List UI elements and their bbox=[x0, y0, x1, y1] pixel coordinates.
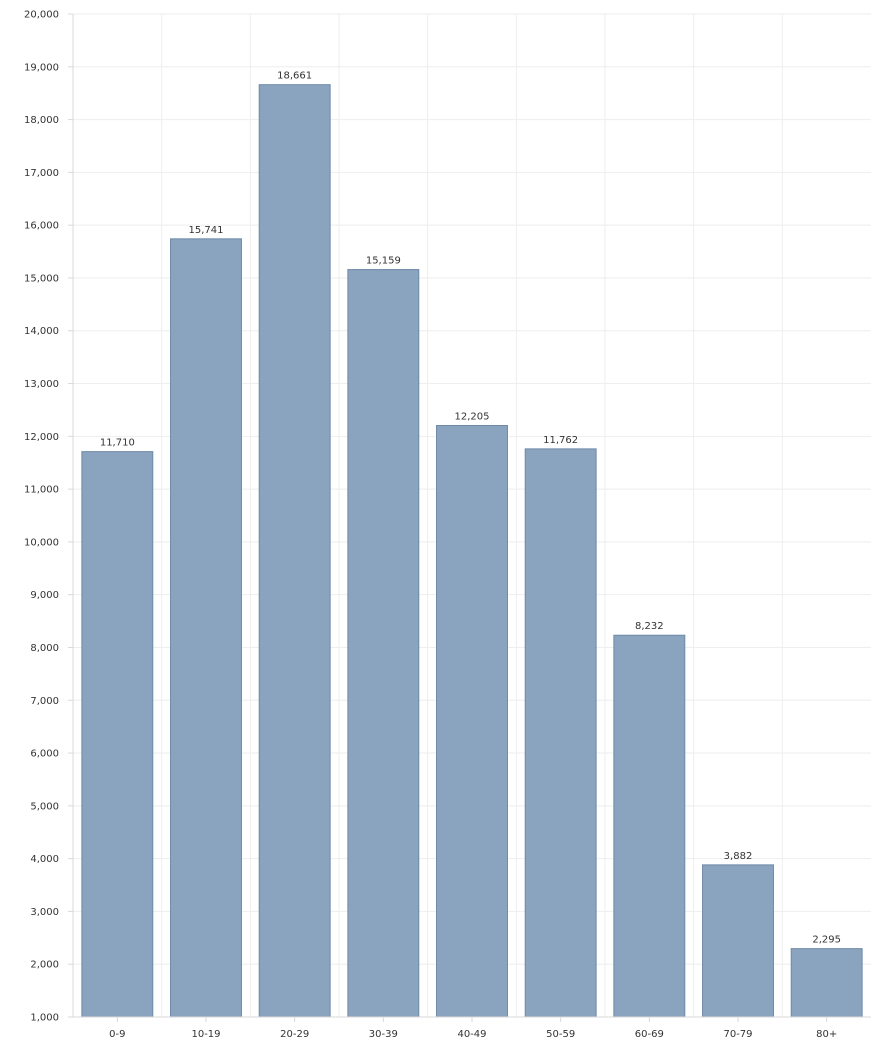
y-tick-label: 1,000 bbox=[30, 1013, 59, 1024]
y-tick-label: 5,000 bbox=[30, 801, 59, 812]
data-label: 11,710 bbox=[100, 438, 135, 449]
x-tick-label: 70-79 bbox=[723, 1029, 752, 1040]
y-tick-label: 19,000 bbox=[24, 62, 59, 73]
y-tick-label: 9,000 bbox=[30, 590, 59, 601]
x-tick-label: 60-69 bbox=[635, 1029, 664, 1040]
x-tick-label: 20-29 bbox=[280, 1029, 309, 1040]
data-label: 18,661 bbox=[277, 71, 312, 82]
y-tick-label: 12,000 bbox=[24, 432, 59, 443]
bars bbox=[81, 84, 863, 1018]
x-tick-label: 10-19 bbox=[191, 1029, 220, 1040]
y-tick-label: 2,000 bbox=[30, 960, 59, 971]
y-tick-label: 3,000 bbox=[30, 907, 59, 918]
data-label: 15,741 bbox=[189, 225, 224, 236]
y-tick-label: 18,000 bbox=[24, 115, 59, 126]
data-label: 15,159 bbox=[366, 256, 401, 267]
bar-40-49[interactable] bbox=[436, 424, 508, 1018]
bar-50-59[interactable] bbox=[524, 448, 597, 1018]
y-axis: 1,000 2,000 3,000 4,000 5,000 6,000 7,000 8,000… bbox=[24, 10, 74, 1024]
bar-20-29[interactable] bbox=[258, 84, 331, 1018]
data-label: 8,232 bbox=[635, 621, 664, 632]
y-tick-label: 17,000 bbox=[24, 168, 59, 179]
data-labels: 11,710 15,741 18,661 15,159 12,205 11,762 8,23… bbox=[100, 71, 841, 946]
x-axis: 0-9 10-19 20-29 30-39 40-49 50-59 60-69 70-79 80… bbox=[73, 1016, 871, 1040]
data-label: 2,295 bbox=[812, 935, 841, 946]
x-tick-label: 40-49 bbox=[457, 1029, 486, 1040]
bar-60-69[interactable] bbox=[613, 634, 686, 1018]
data-label: 3,882 bbox=[724, 851, 753, 862]
bar-10-19[interactable] bbox=[170, 238, 242, 1018]
bar-0-9[interactable] bbox=[81, 451, 154, 1018]
y-tick-label: 14,000 bbox=[24, 326, 59, 337]
y-tick-label: 20,000 bbox=[24, 10, 59, 21]
bar-70-79[interactable] bbox=[702, 864, 774, 1018]
x-tick-label: 30-39 bbox=[369, 1029, 398, 1040]
data-label: 11,762 bbox=[543, 435, 578, 446]
x-tick-label: 0-9 bbox=[109, 1029, 125, 1040]
bar-30-39[interactable] bbox=[347, 269, 420, 1018]
x-tick-label: 80+ bbox=[816, 1029, 837, 1040]
y-tick-label: 11,000 bbox=[24, 485, 59, 496]
y-tick-label: 15,000 bbox=[24, 273, 59, 284]
data-label: 12,205 bbox=[455, 411, 490, 422]
y-tick-label: 4,000 bbox=[30, 854, 59, 865]
bar-80plus[interactable] bbox=[790, 948, 863, 1018]
x-tick-label: 50-59 bbox=[546, 1029, 575, 1040]
y-tick-label: 8,000 bbox=[30, 643, 59, 654]
y-tick-label: 16,000 bbox=[24, 221, 59, 232]
y-tick-label: 10,000 bbox=[24, 537, 59, 548]
y-tick-label: 6,000 bbox=[30, 749, 59, 760]
y-tick-label: 7,000 bbox=[30, 696, 59, 707]
y-tick-label: 13,000 bbox=[24, 379, 59, 390]
